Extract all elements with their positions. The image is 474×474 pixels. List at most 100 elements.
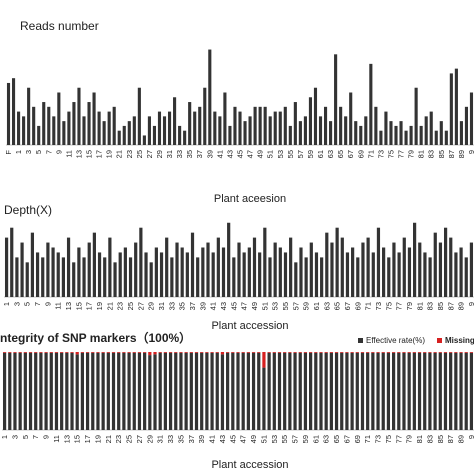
x-tick-label: 17 <box>83 435 92 443</box>
bar <box>159 252 164 297</box>
bar <box>402 237 406 297</box>
bar <box>193 111 197 145</box>
bar <box>329 121 333 145</box>
x-tick-label: 25 <box>125 435 134 443</box>
bar <box>330 242 334 297</box>
bar-segment <box>13 352 17 430</box>
bar <box>15 257 19 297</box>
bar <box>232 257 236 297</box>
bar <box>46 242 50 297</box>
x-tick-label: 57 <box>291 302 300 310</box>
x-tick-label: 33 <box>166 435 175 443</box>
bar <box>198 106 202 145</box>
bar <box>459 247 463 297</box>
x-tick-label: 27 <box>135 435 144 443</box>
bar <box>128 257 133 297</box>
x-tick-label: 1 <box>14 150 23 154</box>
bar-segment <box>194 352 199 430</box>
bar <box>152 125 157 145</box>
bar <box>223 92 227 145</box>
bar <box>454 68 458 145</box>
bar <box>424 116 428 145</box>
x-tick-label: 3 <box>10 435 19 439</box>
bar-segment <box>438 352 442 430</box>
x-tick-label: 7 <box>44 150 53 154</box>
bar <box>304 257 308 297</box>
bar-segment <box>350 352 354 430</box>
x-axis-title: Plant accession <box>211 459 288 471</box>
x-tick-label: 83 <box>426 302 435 310</box>
bar <box>394 125 398 145</box>
bar-segment <box>262 367 266 430</box>
x-tick-label: 17 <box>85 302 94 310</box>
x-tick-label: 63 <box>322 435 331 443</box>
bar-segment <box>189 352 193 430</box>
bar-segment <box>251 352 256 353</box>
bar <box>309 242 313 297</box>
bar-segment <box>283 352 287 430</box>
bar <box>203 87 207 145</box>
bar-segment <box>464 352 468 430</box>
x-tick-label: 9 <box>43 302 52 306</box>
bar-segment <box>402 352 406 353</box>
bar <box>154 247 158 297</box>
bar <box>444 130 448 145</box>
bar-segment <box>205 352 209 353</box>
bar <box>335 227 339 297</box>
bar-segment <box>262 352 266 368</box>
bar <box>139 227 143 297</box>
bar <box>178 125 182 145</box>
bar-segment <box>106 352 110 430</box>
x-tick-label: 49 <box>256 150 265 158</box>
x-tick-label: 67 <box>342 435 351 443</box>
bar-segment <box>459 352 463 353</box>
bar <box>349 92 353 145</box>
bar-segment <box>2 352 7 353</box>
bar-segment <box>272 352 276 353</box>
bar-segment <box>168 352 173 353</box>
bar-segment <box>376 352 380 353</box>
bar <box>423 252 427 297</box>
bar <box>366 237 370 297</box>
bar-segment <box>381 352 385 430</box>
bar <box>253 106 257 145</box>
bar-segment <box>324 352 328 353</box>
bar <box>149 262 153 297</box>
bar <box>278 111 282 145</box>
bar <box>218 116 222 145</box>
x-tick-label: 31 <box>157 302 166 310</box>
x-tick-label: 51 <box>260 302 269 310</box>
bar <box>419 125 423 145</box>
bar-segment <box>111 352 116 353</box>
x-tick-label: 79 <box>407 150 416 158</box>
bar-segment <box>80 352 85 430</box>
legend-swatch <box>358 338 363 343</box>
bar <box>170 257 174 297</box>
bar-segment <box>2 352 7 430</box>
bar-segment <box>143 352 147 353</box>
x-tick-label: 55 <box>281 302 290 310</box>
bar <box>443 227 448 297</box>
bar-segment <box>143 352 147 430</box>
x-tick-label: 67 <box>346 150 355 158</box>
bar <box>299 247 303 297</box>
bar-segment <box>381 352 385 353</box>
bar-segment <box>34 352 38 430</box>
bar <box>407 247 412 297</box>
bar-segment <box>309 352 313 430</box>
x-tick-label: 55 <box>280 435 289 443</box>
x-tick-label: F <box>4 150 13 155</box>
bar-segment <box>215 352 219 353</box>
bar-segment <box>132 352 136 353</box>
x-tick-label: 71 <box>364 302 373 310</box>
bar <box>268 116 272 145</box>
bar <box>51 247 55 297</box>
bar <box>439 121 443 145</box>
bar <box>123 247 127 297</box>
x-tick-label: 1 <box>0 435 9 439</box>
x-tick-label: 27 <box>145 150 154 158</box>
bar <box>147 116 151 145</box>
x-tick-label: 69 <box>353 302 362 310</box>
x-tick-label: 45 <box>228 435 237 443</box>
x-tick-label: 41 <box>215 150 224 158</box>
